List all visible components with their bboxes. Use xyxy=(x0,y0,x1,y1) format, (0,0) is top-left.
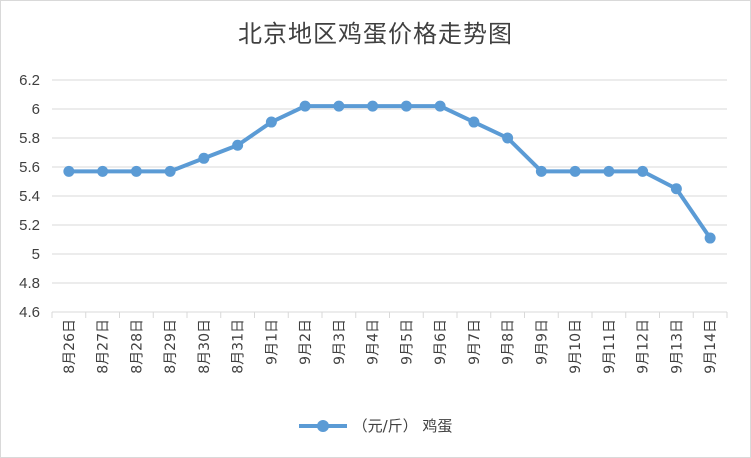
series-layer xyxy=(63,100,716,244)
y-tick-label: 5.6 xyxy=(19,159,40,176)
data-point xyxy=(265,116,277,128)
y-tick-label: 6.2 xyxy=(19,72,40,89)
x-tick-label: 8月31日 xyxy=(231,319,247,374)
legend: （元/斤） 鸡蛋 xyxy=(0,415,751,436)
data-point xyxy=(400,100,412,112)
series-line xyxy=(66,104,713,241)
y-tick-label: 6 xyxy=(32,101,40,118)
x-tick-label: 9月9日 xyxy=(534,319,550,365)
data-point xyxy=(603,165,615,177)
data-point xyxy=(299,100,311,112)
legend-label: （元/斤） 鸡蛋 xyxy=(352,417,453,435)
x-tick-label: 8月28日 xyxy=(129,319,145,374)
x-tick-label: 8月27日 xyxy=(96,319,112,374)
y-tick-label: 5.2 xyxy=(19,217,40,234)
chart-title: 北京地区鸡蛋价格走势图 xyxy=(238,20,513,48)
y-tick-label: 4.6 xyxy=(19,304,40,321)
data-point xyxy=(569,165,581,177)
data-point xyxy=(97,165,109,177)
y-tick-label: 5 xyxy=(32,246,40,263)
x-tick-label: 9月10日 xyxy=(568,319,584,374)
gridlines xyxy=(52,79,727,313)
x-tick-label: 9月13日 xyxy=(669,319,685,374)
x-tick-label: 9月14日 xyxy=(703,319,719,374)
x-tick-label: 9月7日 xyxy=(467,319,483,365)
data-point xyxy=(637,165,649,177)
x-tick-label: 9月1日 xyxy=(264,319,280,365)
data-point xyxy=(434,100,446,112)
y-tick-label: 5.8 xyxy=(19,130,40,147)
x-tick-label: 9月4日 xyxy=(366,319,382,365)
x-axis-ticks: 8月26日 8月27日 8月28日 8月29日 8月30日 8月31日 9月1日 9月2日 9月… xyxy=(51,312,728,374)
x-tick-label: 9月3日 xyxy=(332,319,348,365)
y-tick-label: 5.4 xyxy=(19,188,40,205)
y-tick-label: 4.8 xyxy=(19,275,40,292)
y-axis-ticks: 4.6 4.8 5 5.2 5.4 5.6 5.8 6 6.2 xyxy=(19,72,40,321)
x-tick-label: 9月12日 xyxy=(636,319,652,374)
x-tick-label: 9月2日 xyxy=(298,319,314,365)
data-point xyxy=(704,232,716,244)
data-point xyxy=(164,165,176,177)
x-tick-label: 8月30日 xyxy=(197,319,213,374)
legend-line-marker-icon xyxy=(298,419,347,432)
data-point xyxy=(198,152,210,164)
data-point xyxy=(232,139,244,151)
data-point xyxy=(502,132,514,144)
x-tick-label: 9月11日 xyxy=(602,319,618,374)
legend-dot-icon xyxy=(316,419,329,432)
x-tick-label: 8月26日 xyxy=(62,319,78,374)
data-point xyxy=(63,165,75,177)
data-point xyxy=(468,116,480,128)
data-point xyxy=(130,165,142,177)
data-point xyxy=(367,100,379,112)
x-tick-label: 9月8日 xyxy=(501,319,517,365)
data-point xyxy=(670,183,682,195)
data-point xyxy=(535,165,547,177)
x-tick-label: 9月6日 xyxy=(433,319,449,365)
x-tick-label: 8月29日 xyxy=(163,319,179,374)
data-point xyxy=(333,100,345,112)
x-tick-label: 9月5日 xyxy=(399,319,415,365)
